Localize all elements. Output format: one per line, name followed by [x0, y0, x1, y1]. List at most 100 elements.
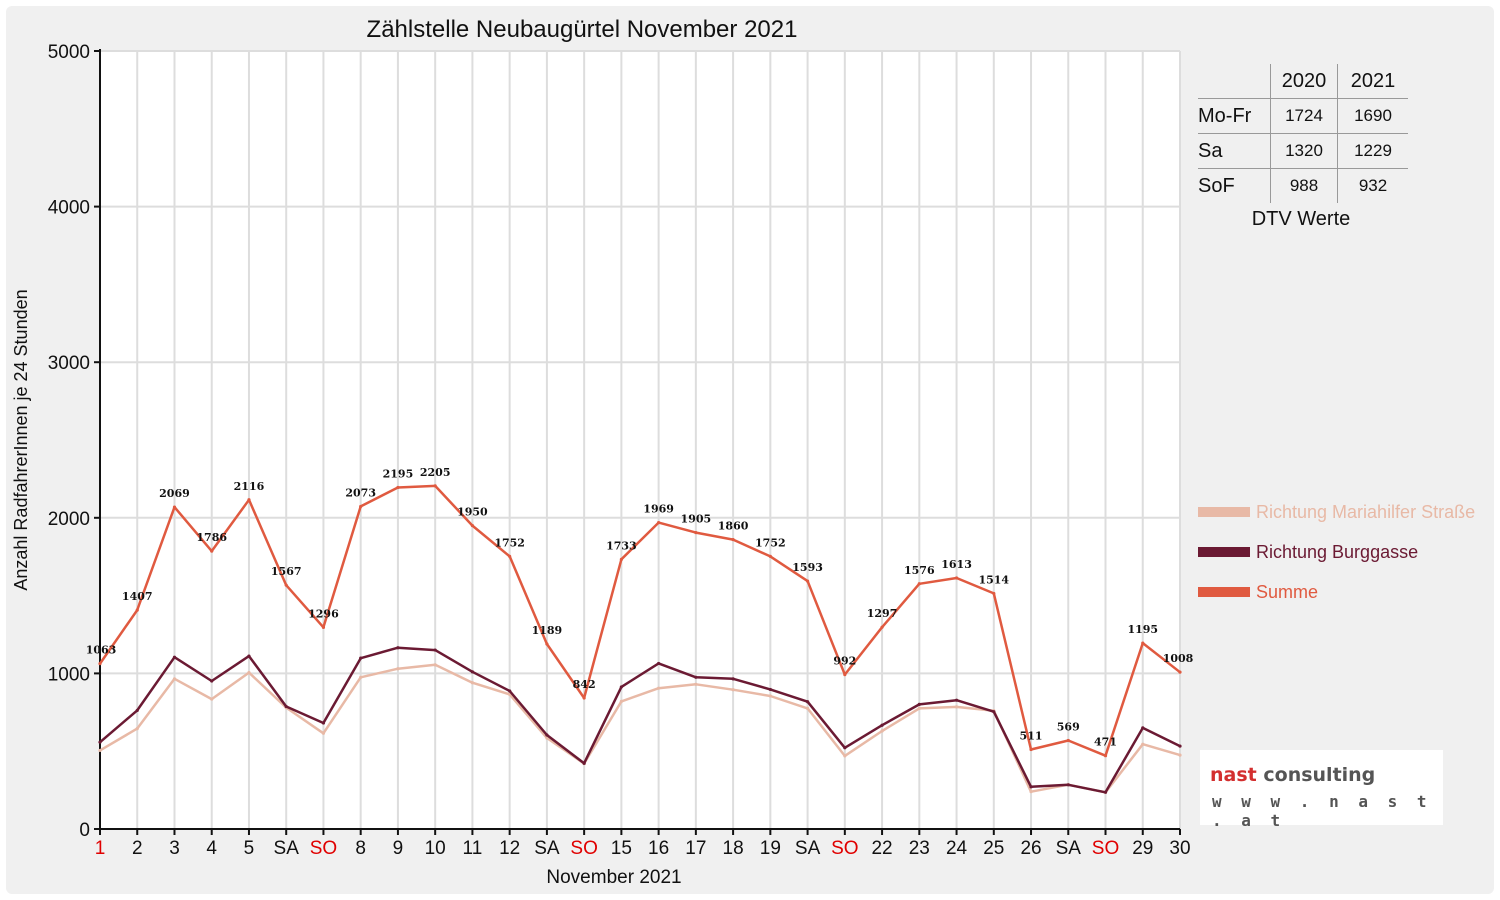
data-point — [508, 554, 512, 558]
data-point — [321, 625, 326, 629]
data-point — [1178, 670, 1182, 674]
x-tick-label: 16 — [648, 838, 669, 859]
plot-background — [100, 51, 1180, 829]
y-tick-label: 2000 — [48, 509, 90, 530]
data-point — [98, 740, 102, 744]
data-point — [545, 642, 549, 646]
data-label: 2195 — [383, 467, 414, 480]
x-tick-label: 9 — [393, 838, 404, 859]
data-point — [210, 679, 214, 683]
data-point — [433, 663, 437, 667]
x-tick-label: 2 — [132, 838, 143, 859]
data-label: 2205 — [420, 466, 451, 479]
x-tick-label: 4 — [206, 838, 217, 859]
data-label: 1752 — [755, 536, 786, 549]
legend-item-summe: Summe — [1198, 572, 1475, 612]
data-point — [657, 686, 661, 690]
data-point — [1066, 738, 1070, 743]
data-point — [619, 699, 623, 704]
chart-title: Zählstelle Neubaugürtel November 2021 — [367, 16, 798, 43]
data-point — [545, 733, 549, 737]
data-point — [880, 723, 884, 727]
data-point — [1066, 783, 1070, 787]
x-tick-label: SO — [570, 838, 597, 859]
data-label: 1297 — [867, 607, 898, 620]
dtv-row-label: Mo-Fr — [1198, 98, 1271, 134]
x-tick-label: 23 — [909, 838, 930, 859]
data-point — [843, 673, 847, 677]
data-point — [657, 521, 661, 525]
data-point — [954, 705, 959, 709]
data-point — [396, 485, 400, 490]
data-point — [1141, 726, 1145, 730]
data-point — [508, 689, 512, 693]
data-point — [210, 549, 214, 553]
data-point — [1029, 790, 1033, 794]
data-label: 569 — [1057, 720, 1080, 733]
legend-label: Richtung Burggasse — [1256, 541, 1419, 562]
dtv-col-2020: 2020 — [1270, 64, 1338, 99]
data-point — [917, 582, 921, 586]
series-lines — [98, 484, 1182, 795]
data-label: 2069 — [159, 487, 190, 500]
data-label: 1969 — [643, 503, 674, 516]
y-axis-title: Anzahl RadfahrerInnen je 24 Stunden — [11, 289, 31, 590]
data-label: 1905 — [681, 513, 712, 526]
data-label: 471 — [1094, 736, 1117, 749]
dtv-caption: DTV Werte — [1251, 208, 1351, 230]
x-tick-label: 24 — [946, 838, 968, 859]
data-point — [880, 625, 884, 629]
data-point — [805, 706, 810, 711]
dtv-cell: 988 — [1270, 168, 1338, 203]
x-tick-label: 10 — [425, 838, 446, 859]
dtv-table-corner — [1198, 64, 1271, 99]
data-point — [582, 696, 586, 700]
dtv-cell: 1724 — [1270, 98, 1338, 134]
data-point — [731, 688, 735, 692]
company-logo: nast consulting w w w . n a s t . a t — [1200, 750, 1443, 830]
x-tick-label: 22 — [871, 838, 892, 859]
dtv-cell: 1320 — [1270, 133, 1338, 169]
data-point — [843, 746, 847, 750]
data-point — [768, 687, 772, 692]
dtv-cell: 1690 — [1337, 98, 1408, 134]
data-point — [172, 505, 177, 509]
data-point — [98, 748, 102, 753]
legend-label: Richtung Mariahilfer Straße — [1256, 501, 1476, 522]
data-point — [917, 702, 921, 706]
data-point — [992, 591, 996, 596]
data-label: 1733 — [606, 539, 637, 552]
data-point — [433, 484, 437, 488]
data-label: 1576 — [904, 564, 935, 577]
data-label: 2116 — [234, 480, 265, 493]
data-labels: 1063 1407 2069 1786 2116 1567 1296 2073 2195 2205… — [86, 466, 1194, 749]
data-point — [1029, 785, 1033, 789]
x-tick-label: SA — [795, 838, 821, 859]
data-point — [731, 537, 735, 542]
data-point — [396, 667, 400, 671]
data-point — [619, 685, 623, 689]
data-point — [247, 671, 251, 675]
data-point — [1178, 753, 1182, 757]
data-label: 1860 — [718, 520, 749, 533]
legend: Richtung Mariahilfer Straße Richtung Bur… — [1198, 492, 1475, 612]
x-tick-label: 5 — [244, 838, 255, 859]
data-point — [657, 661, 661, 666]
y-tick-label: 0 — [79, 820, 90, 841]
dtv-row-label: SoF — [1198, 168, 1271, 203]
data-point — [694, 675, 698, 679]
x-tick-label: SA — [534, 838, 560, 859]
data-point — [284, 704, 288, 709]
dtv-table: 2020 2021 Mo-Fr 1724 1690 Sa 1320 1229 S… — [1198, 64, 1408, 203]
data-point — [172, 655, 177, 659]
data-label: 1567 — [271, 565, 302, 578]
data-point — [1141, 742, 1145, 746]
x-tick-label: 18 — [723, 838, 744, 859]
data-label: 1189 — [532, 624, 563, 637]
data-point — [880, 729, 884, 733]
x-tick-label: 26 — [1020, 838, 1041, 859]
data-label: 842 — [573, 678, 596, 691]
data-point — [470, 670, 475, 674]
data-point — [284, 583, 288, 587]
data-point — [917, 706, 921, 711]
